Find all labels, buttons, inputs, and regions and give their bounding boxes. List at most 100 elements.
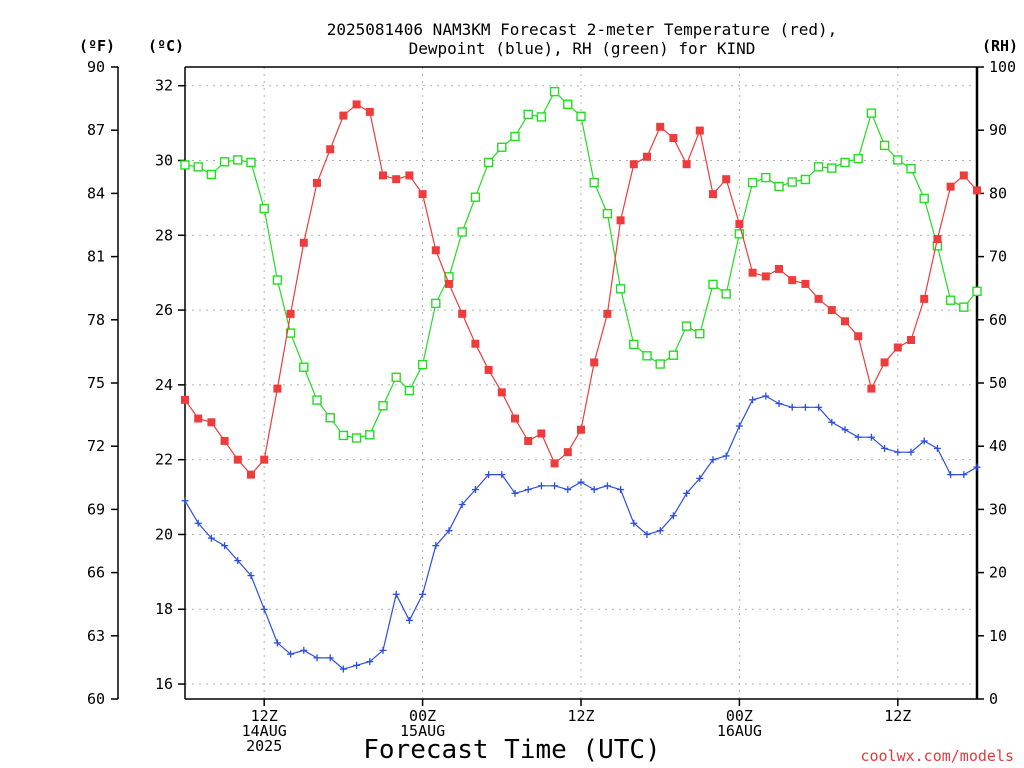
rh-point [708,279,718,290]
temperature-point [484,365,493,374]
rh-point [866,108,877,118]
temperature-point [181,395,189,404]
rh-tick-label: 70 [989,248,1007,266]
dewpoint-point [577,478,585,486]
fahrenheit-tick-label: 81 [87,248,105,266]
dewpoint-point [590,486,598,494]
dewpoint-point [234,557,242,565]
dewpoint-point [564,486,572,494]
temperature-point [339,111,348,120]
temperature-point [629,160,638,169]
rh-point [893,155,903,165]
temperature-point [405,171,414,180]
rh-point [813,162,824,172]
fahrenheit-tick-label: 60 [87,690,105,708]
x-tick-label: 12Z 14AUG 2025 [242,707,287,755]
temperature-point [616,216,625,225]
temperature-point [814,294,823,303]
temperature-point [880,358,889,367]
temperature-point [511,414,519,423]
dewpoint-point [471,486,479,494]
rh-point [932,241,943,251]
celsius-tick-label: 28 [155,226,173,244]
temperature-point [207,418,216,427]
dewpoint-point [881,444,889,452]
temperature-point [933,235,942,244]
fahrenheit-tick-label: 90 [87,58,105,76]
temperature-point [577,425,585,434]
x-tick-label: 12Z [567,707,594,725]
temperature-point [458,309,467,318]
dewpoint-point [300,646,308,654]
dewpoint-point [801,403,809,411]
dewpoint-point [669,512,677,520]
dewpoint-point [405,616,413,624]
dewpoint-point [788,403,796,411]
temperature-point [682,160,691,169]
x-tick-label: 12Z [884,707,911,725]
celsius-unit-label: (ºC) [148,37,184,55]
rh-point [919,193,929,204]
rh-point [576,111,586,121]
rh-series [180,86,982,443]
rh-point [668,350,679,360]
rh-point [945,295,956,305]
rh-point [879,140,890,151]
rh-point [906,164,916,174]
dewpoint-point [749,396,757,404]
dewpoint-point [775,400,783,408]
temperature-point [352,100,361,109]
celsius-tick-label: 20 [155,525,173,543]
fahrenheit-tick-label: 69 [87,500,105,518]
temperature-point [867,384,876,393]
rh-point [827,163,837,173]
rh-point [840,157,850,168]
rh-point [457,227,467,237]
rh-point [655,359,665,369]
rh-tick-label: 10 [989,627,1007,645]
dewpoint-point [973,463,981,471]
dewpoint-point [960,471,968,479]
dewpoint-point [458,501,466,509]
temperature-point [445,279,453,288]
rh-point [206,169,217,180]
dewpoint-point [722,452,730,460]
temperature-point [959,171,968,180]
rh-tick-label: 40 [989,437,1007,455]
rh-point [563,99,573,109]
x-tick-label-line: 15AUG [400,722,445,740]
temperature-point [537,429,546,438]
dewpoint-point [498,471,506,479]
temperature-point [563,448,572,457]
dewpoint-point [709,456,717,464]
rh-point [417,359,428,370]
fahrenheit-tick-label: 75 [87,374,105,392]
temperature-point [709,190,717,199]
rh-point [602,208,613,219]
dewpoint-point [221,542,229,550]
dewpoint-point [313,654,321,662]
dewpoint-point [392,590,400,598]
x-tick-label: 00Z 16AUG [717,707,762,740]
dewpoint-point [735,422,743,430]
rh-tick-label: 0 [989,690,998,708]
rh-tick-label: 60 [989,311,1007,329]
dewpoint-point [181,497,189,505]
temperature-point [524,436,533,445]
fahrenheit-tick-label: 66 [87,564,105,582]
dewpoint-point [260,605,268,613]
dewpoint-point [207,534,215,542]
temperature-point [775,264,783,273]
temperature-point [326,145,335,154]
dewpoint-point [194,519,202,527]
temperature-point [748,268,757,277]
rh-tick-label: 80 [989,184,1007,202]
temperature-point [841,317,849,326]
temperature-point [313,178,321,187]
temperature-series [181,100,981,479]
temperature-point [220,436,229,445]
temperature-point [418,190,427,199]
dewpoint-point [696,474,704,482]
rh-point [470,192,481,202]
temperature-point [379,171,387,180]
